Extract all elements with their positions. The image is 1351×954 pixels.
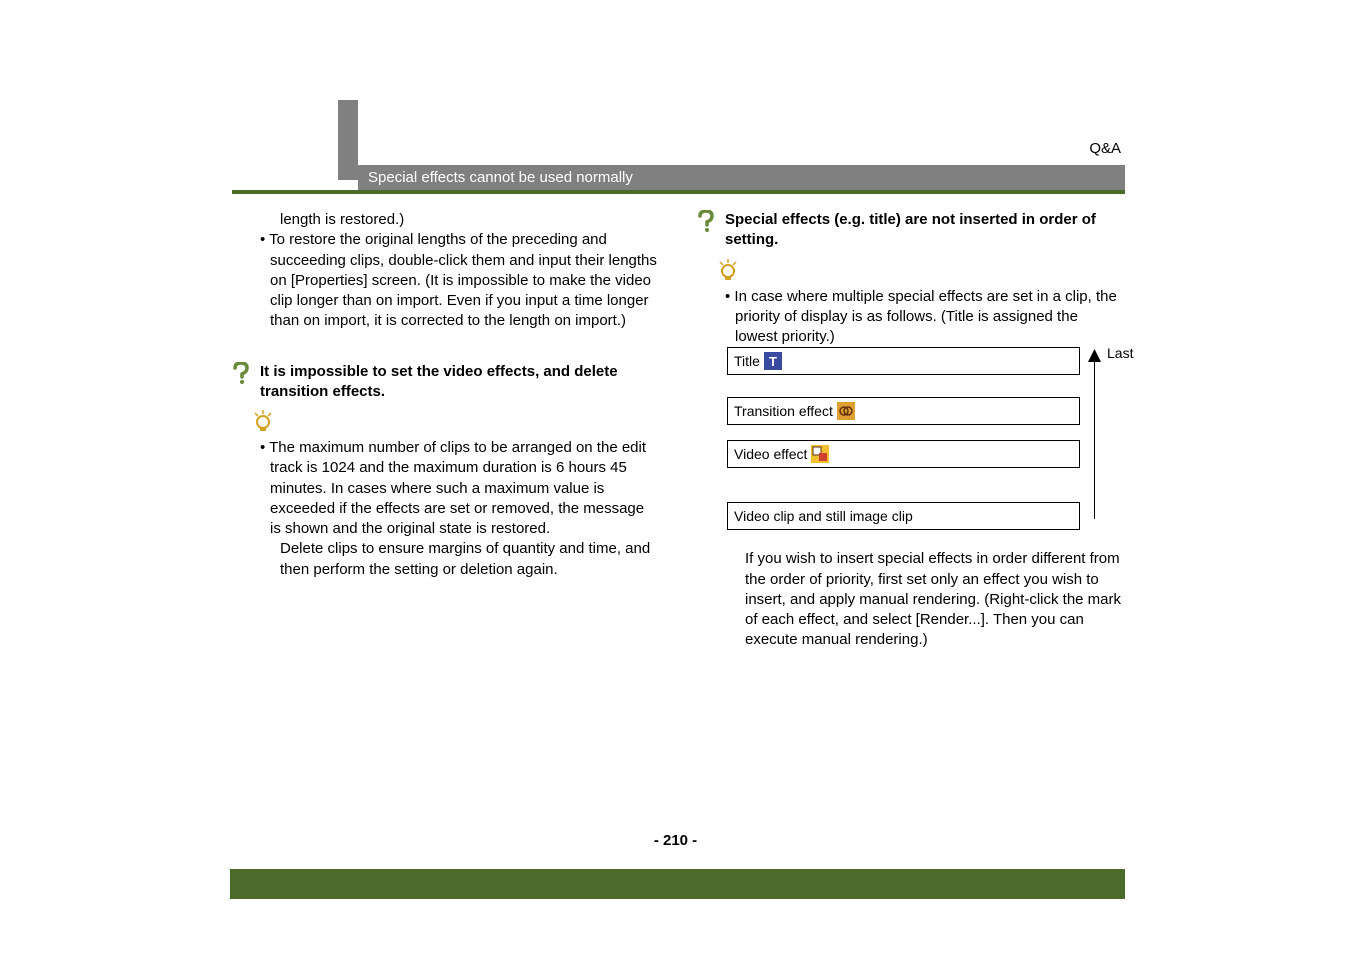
lightbulb-icon bbox=[717, 259, 1122, 283]
max-clips-answer: • The maximum number of clips to be arra… bbox=[232, 438, 657, 539]
grey-tab-decoration bbox=[338, 100, 358, 180]
priority-box-clip: Video clip and still image clip bbox=[727, 502, 1080, 530]
question-text: Special effects (e.g. title) are not ins… bbox=[725, 210, 1122, 251]
answer-bulb-icon-row bbox=[697, 259, 1122, 283]
page-number: - 210 - bbox=[0, 832, 1351, 849]
title-clip-icon: T bbox=[764, 352, 782, 370]
priority-box-title: Title T bbox=[727, 347, 1080, 375]
priority-box-label: Video clip and still image clip bbox=[734, 503, 913, 529]
left-column: length is restored.) • To restore the or… bbox=[232, 210, 657, 666]
video-effect-icon bbox=[811, 445, 829, 463]
post-diagram-text: If you wish to insert special effects in… bbox=[745, 549, 1125, 650]
priority-box-label: Transition effect bbox=[734, 398, 833, 424]
continued-text: length is restored.) bbox=[232, 210, 657, 230]
qa-header-label: Q&A bbox=[1089, 140, 1121, 157]
priority-answer: • In case where multiple special effects… bbox=[697, 287, 1122, 348]
question-video-effects: It is impossible to set the video effect… bbox=[232, 362, 657, 403]
last-label: Last bbox=[1107, 345, 1133, 361]
right-column: Special effects (e.g. title) are not ins… bbox=[697, 210, 1122, 666]
priority-box-label: Title bbox=[734, 348, 760, 374]
bottom-green-bar bbox=[230, 869, 1125, 899]
priority-box-transition: Transition effect bbox=[727, 397, 1080, 425]
question-mark-icon bbox=[232, 362, 260, 384]
question-insert-order: Special effects (e.g. title) are not ins… bbox=[697, 210, 1122, 251]
priority-arrow-line bbox=[1094, 359, 1095, 519]
delete-clips-answer: Delete clips to ensure margins of quanti… bbox=[232, 539, 657, 580]
svg-text:T: T bbox=[769, 354, 777, 369]
lightbulb-icon bbox=[252, 410, 657, 434]
question-mark-icon bbox=[697, 210, 725, 232]
priority-box-label: Video effect bbox=[734, 441, 807, 467]
answer-bulb-icon-row bbox=[232, 410, 657, 434]
priority-box-video-effect: Video effect bbox=[727, 440, 1080, 468]
transition-effect-icon bbox=[837, 402, 855, 420]
priority-arrow-head bbox=[1087, 349, 1102, 367]
section-title-bar: Special effects cannot be used normally bbox=[358, 165, 1125, 190]
question-text: It is impossible to set the video effect… bbox=[260, 362, 657, 403]
priority-diagram: Title T Transition effect bbox=[727, 347, 1122, 537]
green-divider bbox=[232, 190, 1125, 194]
restore-lengths-bullet: • To restore the original lengths of the… bbox=[232, 230, 657, 331]
